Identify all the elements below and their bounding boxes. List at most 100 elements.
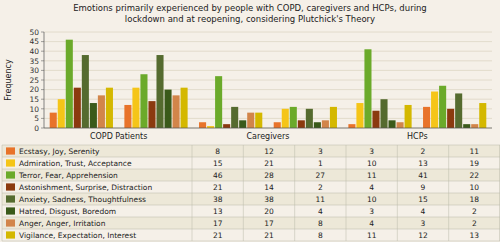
data-table: Ecstasy, Joy, Serenity81233211Admiration… — [2, 145, 500, 241]
bar — [124, 105, 131, 128]
bar — [439, 86, 446, 128]
y-tick-label: 30 — [29, 66, 39, 75]
bar — [274, 122, 281, 128]
bar — [215, 76, 222, 128]
table-value: 10 — [470, 183, 480, 192]
y-tick — [41, 99, 44, 100]
bar — [181, 88, 188, 128]
table-value: 4 — [369, 219, 374, 228]
table-rule — [2, 145, 3, 241]
table-value: 19 — [470, 159, 480, 168]
table-rule — [294, 145, 295, 241]
legend-swatch — [6, 159, 15, 166]
bar — [165, 90, 172, 128]
grid-line — [44, 51, 492, 52]
table-value: 3 — [369, 147, 374, 156]
table-value: 15 — [418, 195, 428, 204]
y-tick — [41, 80, 44, 81]
table-value: 18 — [470, 195, 480, 204]
table-row-background — [2, 169, 500, 181]
x-tick-label: Caregivers — [247, 132, 290, 141]
table-value: 11 — [367, 171, 377, 180]
bar — [479, 103, 486, 128]
table-value: 38 — [264, 195, 274, 204]
table-value: 10 — [367, 159, 377, 168]
y-tick — [41, 108, 44, 109]
bar — [348, 124, 355, 128]
bar — [156, 55, 163, 128]
chart: Emotions primarily experienced by people… — [0, 0, 500, 242]
legend-swatch — [6, 183, 15, 190]
bar — [173, 95, 180, 128]
table-row-background — [2, 145, 500, 157]
y-tick — [41, 32, 44, 33]
bar — [397, 122, 404, 128]
bar — [431, 92, 438, 128]
bar — [356, 103, 363, 128]
table-rule — [2, 229, 500, 230]
table-value: 8 — [318, 219, 323, 228]
table-value: 4 — [421, 207, 426, 216]
bar — [290, 107, 297, 128]
grid-line — [44, 80, 492, 81]
legend-label: Terror, Fear, Apprehension — [18, 171, 118, 180]
table-rule — [2, 181, 500, 182]
y-tick-label: 10 — [29, 105, 39, 114]
table-value: 2 — [421, 147, 426, 156]
table-row-background — [2, 193, 500, 205]
table-value: 21 — [264, 231, 274, 240]
x-tick-label: COPD Patients — [90, 132, 147, 141]
table-value: 11 — [316, 195, 326, 204]
table-value: 2 — [318, 183, 323, 192]
table-value: 20 — [264, 207, 274, 216]
table-value: 13 — [418, 159, 428, 168]
bar — [50, 113, 57, 128]
background — [0, 0, 500, 242]
bar — [74, 88, 81, 128]
table-value: 9 — [421, 183, 426, 192]
bar — [106, 88, 113, 128]
table-value: 3 — [318, 147, 323, 156]
bar — [223, 124, 230, 128]
bar — [380, 99, 387, 128]
bar — [199, 122, 206, 128]
table-value: 17 — [213, 219, 223, 228]
y-tick-label: 25 — [29, 76, 39, 85]
table-rule — [243, 145, 244, 241]
table-rule — [2, 169, 500, 170]
grid-line — [44, 70, 492, 71]
table-rule — [2, 157, 500, 158]
legend-label: Vigilance, Expectation, Interest — [19, 231, 136, 240]
grid-line — [44, 32, 492, 33]
table-rule — [192, 145, 193, 241]
grid-line — [44, 128, 492, 129]
legend-label: Hatred, Disgust, Boredom — [19, 207, 116, 216]
table-value: 21 — [213, 231, 223, 240]
y-tick-label: 5 — [34, 114, 39, 123]
bar — [140, 74, 147, 128]
table-value: 3 — [369, 207, 374, 216]
table-value: 10 — [367, 195, 377, 204]
y-tick-label: 20 — [29, 85, 39, 94]
table-value: 12 — [418, 231, 428, 240]
bar — [231, 107, 238, 128]
table-rule — [2, 145, 500, 146]
table-rule — [448, 145, 449, 241]
y-tick — [41, 41, 44, 42]
bar — [471, 124, 478, 128]
y-tick-label: 15 — [29, 95, 39, 104]
table-value: 27 — [316, 171, 326, 180]
y-tick — [41, 89, 44, 90]
bar — [255, 113, 262, 128]
y-tick-label: 45 — [29, 37, 39, 46]
legend-swatch — [6, 171, 15, 178]
grid-line — [44, 41, 492, 42]
table-value: 13 — [213, 207, 223, 216]
y-tick — [41, 51, 44, 52]
y-tick — [41, 60, 44, 61]
table-value: 11 — [470, 147, 480, 156]
legend-label: Anxiety, Sadness, Thoughtfulness — [19, 195, 146, 204]
table-rule — [397, 145, 398, 241]
table-rule — [2, 205, 500, 206]
table-value: 2 — [472, 219, 477, 228]
